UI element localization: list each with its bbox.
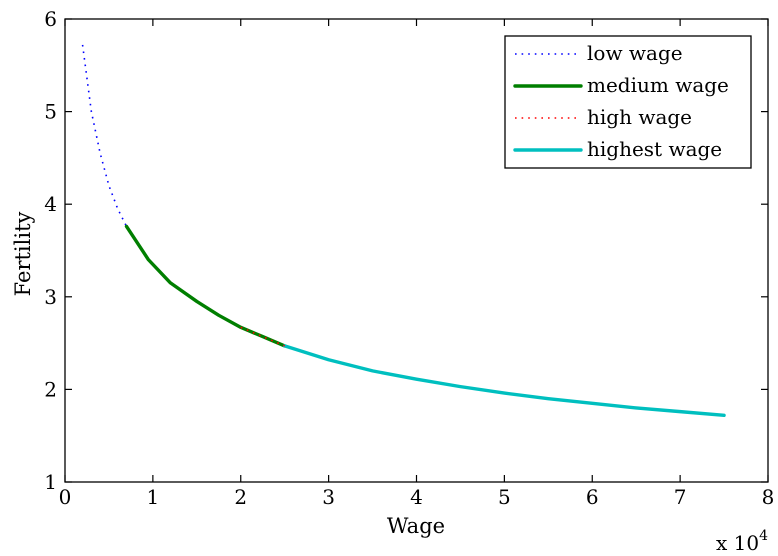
x-tick-label: 7 (674, 485, 687, 509)
y-tick-label: 4 (44, 192, 57, 216)
y-axis-label: Fertility (11, 211, 35, 296)
legend-label-highest-wage: highest wage (587, 137, 722, 161)
series-low-wage-line (81, 44, 128, 227)
x-tick-label: 2 (234, 485, 247, 509)
y-tick-label: 3 (44, 285, 57, 309)
x-axis-label: Wage (387, 514, 445, 538)
series-layer (81, 44, 726, 418)
series-highest-wage-line (282, 344, 726, 418)
legend-label-high-wage: high wage (587, 105, 692, 129)
y-tick-label: 5 (44, 100, 57, 124)
x-exponent-power: 4 (759, 528, 768, 544)
x-tick-label: 0 (59, 485, 72, 509)
x-tick-label: 5 (498, 485, 511, 509)
x-exponent-label: x 104 (716, 528, 768, 555)
x-tick-label: 4 (410, 485, 423, 509)
x-tick-label: 3 (322, 485, 335, 509)
legend-label-medium-wage: medium wage (587, 73, 729, 97)
series-medium-wage-line (124, 224, 287, 348)
x-tick-label: 6 (586, 485, 599, 509)
legend-box (504, 35, 752, 169)
legend: low wage medium wage high wage highest wage (504, 35, 752, 169)
series-high-wage-line (240, 326, 286, 347)
x-exponent-base: x 10 (716, 531, 759, 555)
y-tick-label: 1 (44, 470, 57, 494)
x-tick-label: 1 (147, 485, 160, 509)
legend-label-low-wage: low wage (587, 41, 683, 65)
x-tick-label: 8 (762, 485, 775, 509)
y-tick-label: 6 (44, 7, 57, 31)
y-tick-label: 2 (44, 377, 57, 401)
